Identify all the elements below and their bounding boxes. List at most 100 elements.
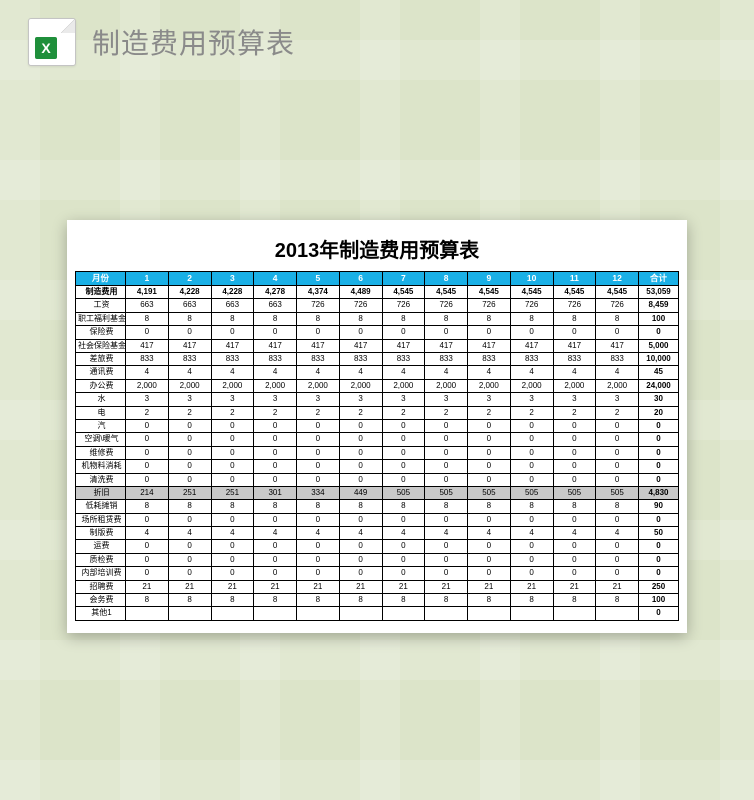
spreadsheet-panel: 2013年制造费用预算表 月份123456789101112合计 制造费用4,1…	[67, 220, 687, 633]
data-cell: 0	[126, 460, 169, 473]
data-cell: 0	[596, 446, 639, 459]
data-cell: 8	[596, 500, 639, 513]
data-cell: 251	[168, 486, 211, 499]
data-cell: 4	[468, 366, 511, 379]
data-cell: 0	[168, 460, 211, 473]
total-cell: 30	[639, 393, 679, 406]
data-cell: 417	[339, 339, 382, 352]
data-cell: 833	[297, 353, 340, 366]
row-label: 水	[76, 393, 126, 406]
data-cell: 0	[596, 433, 639, 446]
data-cell	[211, 607, 254, 620]
data-cell: 0	[468, 513, 511, 526]
data-cell: 833	[468, 353, 511, 366]
data-cell: 4,228	[168, 286, 211, 299]
data-cell: 0	[468, 460, 511, 473]
data-cell: 3	[596, 393, 639, 406]
data-cell: 4	[553, 366, 596, 379]
table-header-cell: 11	[553, 272, 596, 286]
data-cell: 21	[126, 580, 169, 593]
data-cell	[168, 607, 211, 620]
table-header-cell: 合计	[639, 272, 679, 286]
data-cell: 0	[510, 433, 553, 446]
data-cell: 2	[468, 406, 511, 419]
data-cell: 726	[510, 299, 553, 312]
table-row: 保险费0000000000000	[76, 326, 679, 339]
data-cell: 3	[382, 393, 425, 406]
data-cell: 0	[211, 433, 254, 446]
data-cell: 8	[339, 594, 382, 607]
data-cell: 0	[254, 553, 297, 566]
total-cell: 100	[639, 594, 679, 607]
data-cell: 663	[211, 299, 254, 312]
table-row: 场所租赁费0000000000000	[76, 513, 679, 526]
data-cell: 2	[126, 406, 169, 419]
data-cell: 0	[168, 433, 211, 446]
data-cell: 0	[211, 446, 254, 459]
data-cell: 0	[168, 446, 211, 459]
total-cell: 0	[639, 513, 679, 526]
data-cell: 21	[168, 580, 211, 593]
data-cell: 8	[297, 594, 340, 607]
data-cell: 4	[339, 527, 382, 540]
table-row: 水33333333333330	[76, 393, 679, 406]
data-cell: 8	[468, 312, 511, 325]
total-cell: 5,000	[639, 339, 679, 352]
data-cell: 8	[425, 312, 468, 325]
page-header: X 制造费用预算表	[0, 0, 754, 80]
data-cell: 4,374	[297, 286, 340, 299]
data-cell: 0	[297, 433, 340, 446]
data-cell: 0	[211, 567, 254, 580]
data-cell: 0	[168, 473, 211, 486]
row-label: 职工福利基金	[76, 312, 126, 325]
table-header-row: 月份123456789101112合计	[76, 272, 679, 286]
data-cell: 4	[126, 366, 169, 379]
data-cell: 3	[297, 393, 340, 406]
data-cell: 0	[425, 446, 468, 459]
data-cell: 4	[382, 366, 425, 379]
data-cell: 0	[596, 419, 639, 432]
data-cell: 833	[168, 353, 211, 366]
table-row: 职工福利基金888888888888100	[76, 312, 679, 325]
data-cell: 4	[297, 366, 340, 379]
data-cell: 0	[553, 553, 596, 566]
data-cell: 0	[297, 553, 340, 566]
data-cell: 726	[468, 299, 511, 312]
data-cell	[339, 607, 382, 620]
data-cell: 833	[254, 353, 297, 366]
total-cell: 0	[639, 446, 679, 459]
data-cell: 0	[468, 419, 511, 432]
data-cell: 2,000	[297, 379, 340, 392]
data-cell: 0	[596, 513, 639, 526]
data-cell: 449	[339, 486, 382, 499]
data-cell: 0	[425, 419, 468, 432]
data-cell: 8	[339, 500, 382, 513]
data-cell: 417	[168, 339, 211, 352]
data-cell: 4	[553, 527, 596, 540]
data-cell: 0	[211, 553, 254, 566]
data-cell: 0	[168, 513, 211, 526]
data-cell: 0	[553, 446, 596, 459]
data-cell: 0	[382, 567, 425, 580]
data-cell: 0	[339, 567, 382, 580]
table-header-cell: 8	[425, 272, 468, 286]
data-cell: 3	[339, 393, 382, 406]
data-cell: 3	[553, 393, 596, 406]
table-row: 内部培训费0000000000000	[76, 567, 679, 580]
data-cell: 2,000	[168, 379, 211, 392]
row-label: 机物料消耗	[76, 460, 126, 473]
data-cell: 4	[382, 527, 425, 540]
data-cell: 0	[211, 540, 254, 553]
data-cell: 2,000	[211, 379, 254, 392]
data-cell: 0	[425, 326, 468, 339]
data-cell: 21	[211, 580, 254, 593]
data-cell: 3	[510, 393, 553, 406]
total-cell: 100	[639, 312, 679, 325]
data-cell: 8	[168, 500, 211, 513]
data-cell: 301	[254, 486, 297, 499]
data-cell: 833	[382, 353, 425, 366]
budget-table: 月份123456789101112合计 制造费用4,1914,2284,2284…	[75, 271, 679, 621]
data-cell: 4	[297, 527, 340, 540]
data-cell: 8	[126, 312, 169, 325]
table-row: 低耗摊销88888888888890	[76, 500, 679, 513]
